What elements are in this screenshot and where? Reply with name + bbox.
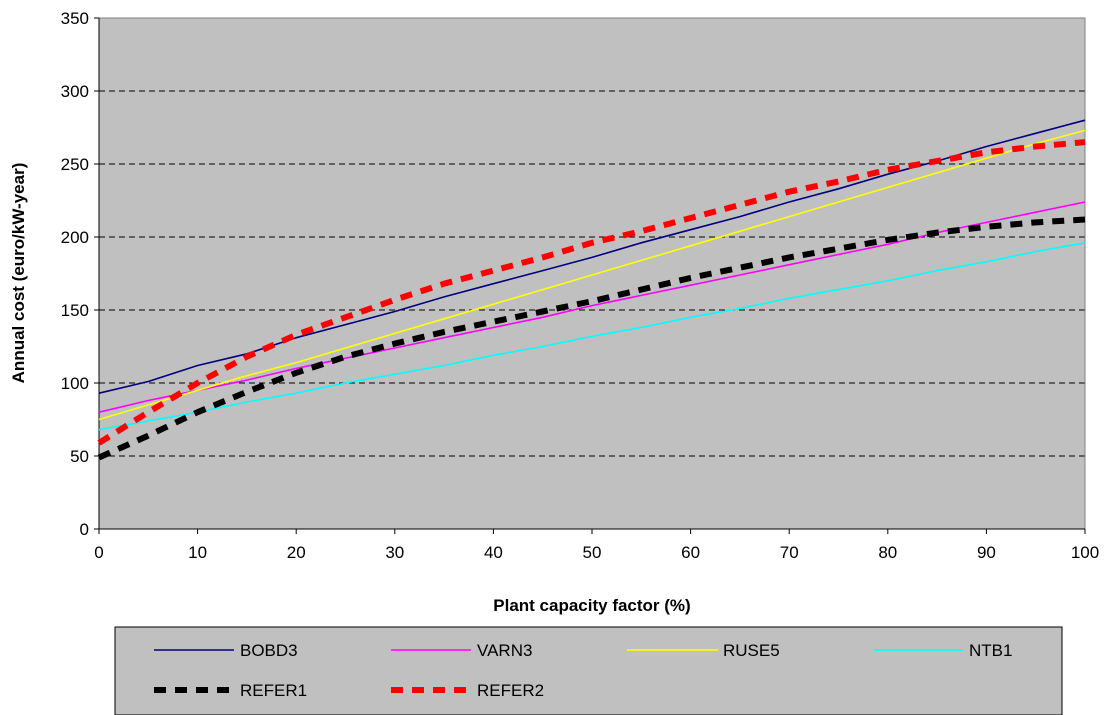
x-tick-label: 90	[977, 543, 996, 562]
x-tick-label: 10	[188, 543, 207, 562]
x-tick-label: 50	[583, 543, 602, 562]
x-tick-label: 20	[287, 543, 306, 562]
legend-label-varn3: VARN3	[477, 641, 532, 660]
y-tick-label: 300	[61, 82, 89, 101]
legend-box	[114, 626, 1063, 715]
legend-label-refer1: REFER1	[240, 681, 307, 700]
series-line-ntb1	[98, 242, 1086, 431]
x-tick-label: 80	[878, 543, 897, 562]
y-axis-title: Annual cost (euro/kW-year)	[9, 163, 28, 384]
x-tick-label: 100	[1071, 543, 1099, 562]
series-line-refer1	[97, 216, 1086, 461]
y-tick-label: 200	[61, 228, 89, 247]
x-tick-label: 70	[780, 543, 799, 562]
y-tick-label: 350	[61, 9, 89, 28]
y-tick-label: 100	[61, 374, 89, 393]
legend-label-bobd3: BOBD3	[240, 641, 298, 660]
x-tick-label: 40	[484, 543, 503, 562]
x-tick-label: 60	[681, 543, 700, 562]
legend-label-refer2: REFER2	[477, 681, 544, 700]
series-line-refer2	[97, 139, 1086, 446]
y-tick-label: 250	[61, 155, 89, 174]
legend: BOBD3 VARN3 RUSE5 NTB1 REFER1 REFER2	[114, 626, 1063, 715]
series-lines	[97, 119, 1086, 461]
series-line-varn3	[98, 201, 1086, 413]
legend-label-ntb1: NTB1	[969, 641, 1012, 660]
x-tick-label: 30	[385, 543, 404, 562]
series-line-ruse5	[98, 129, 1086, 421]
y-tick-label: 50	[70, 447, 89, 466]
y-tick-label: 150	[61, 301, 89, 320]
plot-area	[99, 18, 1085, 529]
legend-label-ruse5: RUSE5	[723, 641, 780, 660]
axes: 0 50 100 150 200 250 300 350 0 10 20 30 40 50 60 70 80 90…	[61, 9, 1100, 562]
y-tick-label: 0	[80, 520, 89, 539]
x-axis-title: Plant capacity factor (%)	[493, 596, 690, 615]
gridlines	[99, 90, 1085, 457]
x-tick-label: 0	[94, 543, 103, 562]
